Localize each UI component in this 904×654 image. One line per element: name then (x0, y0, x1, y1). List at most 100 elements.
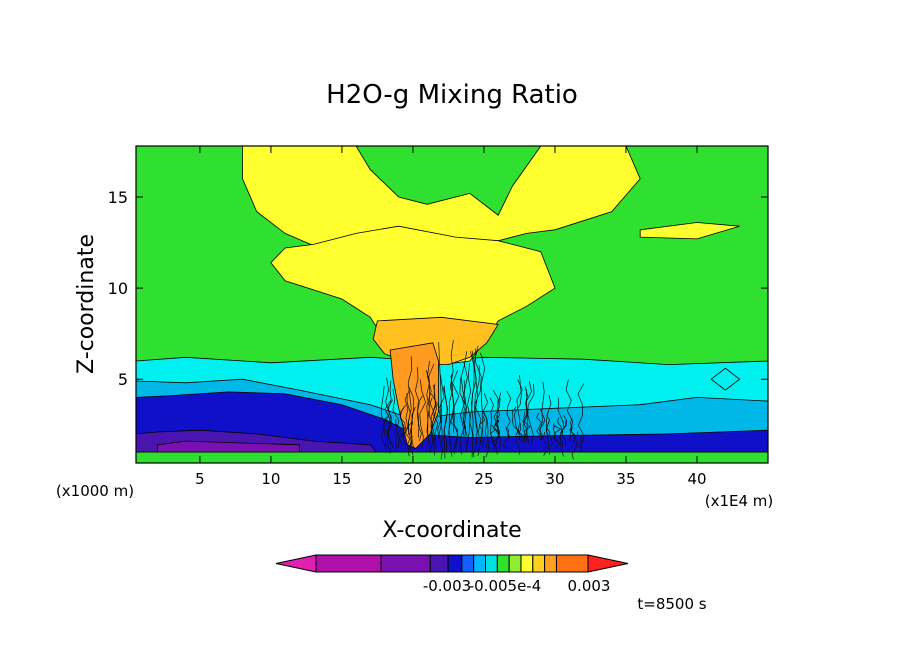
colorbar-label-mid: -0.005e-4 (469, 577, 542, 595)
colorbar-swatch-6 (485, 554, 498, 573)
colorbar-swatch-8 (508, 554, 522, 573)
contour-line-64 (459, 351, 468, 436)
contour-line-42 (473, 345, 479, 446)
plot-frame (135, 145, 769, 464)
contour-line-19 (466, 363, 472, 446)
contour-line-31 (448, 374, 454, 445)
colorbar-arrow-low (275, 554, 317, 573)
contour-line-70 (452, 370, 460, 449)
contour-line-73 (565, 379, 573, 442)
x-tick-label-3: 20 (403, 470, 422, 488)
contour-line-68 (406, 393, 412, 451)
contour-line-79 (384, 417, 392, 438)
x-tick-label-7: 40 (687, 470, 706, 488)
contour-line-39 (569, 418, 576, 444)
colorbar-swatch-5 (473, 554, 487, 573)
time-label: t=8500 s (637, 595, 706, 613)
contour-line-35 (442, 386, 448, 453)
contour-line-71 (395, 419, 402, 448)
colorbar-swatch-11 (544, 554, 557, 573)
contour-noise (380, 340, 585, 460)
contour-line-81 (489, 397, 494, 441)
colorbar-swatch-9 (520, 554, 534, 573)
contour-line-21 (469, 351, 477, 436)
contour-line-77 (462, 380, 467, 437)
x-tick-label-0: 5 (195, 470, 205, 488)
contour-line-40 (392, 388, 400, 453)
contour-line-61 (483, 411, 490, 458)
contour-line-8 (437, 341, 442, 439)
contour-line-62 (562, 415, 567, 445)
colorbar-swatch-12 (555, 554, 589, 573)
contour-line-82 (387, 410, 394, 454)
contour-line-5 (557, 417, 563, 447)
contour-line-87 (505, 390, 512, 437)
chart-title: H2O-g Mixing Ratio (326, 80, 578, 110)
x-unit-left: (x1000 m) (56, 482, 134, 500)
contour-line-50 (428, 363, 436, 440)
contour-line-67 (399, 406, 407, 440)
contour-line-32 (502, 426, 510, 450)
contour-line-23 (459, 376, 466, 455)
contour-line-24 (546, 420, 553, 455)
colorbar-swatch-7 (496, 554, 510, 573)
colorbar-label-min: -0.003 (423, 577, 471, 595)
contour-line-66 (543, 431, 547, 456)
contour-region-6 (136, 451, 768, 463)
plot-area (136, 146, 768, 463)
contour-line-7 (480, 352, 486, 448)
contour-line-80 (438, 374, 445, 443)
contour-line-89 (545, 394, 552, 449)
contour-line-41 (409, 406, 416, 456)
colorbar (275, 554, 629, 573)
y-axis-ticks: 5 10 15 (108, 188, 768, 389)
contour-line-51 (553, 422, 562, 442)
contour-line-44 (536, 412, 542, 441)
contour-line-45 (437, 400, 443, 460)
colorbar-arrow-high (587, 554, 629, 573)
contour-line-17 (443, 385, 449, 459)
contour-line-55 (417, 395, 423, 441)
contour-line-63 (539, 381, 545, 440)
contour-regions (136, 146, 768, 463)
contour-line-29 (525, 381, 532, 444)
contour-line-3 (419, 379, 426, 448)
contour-line-25 (430, 383, 437, 449)
colorbar-swatch-2 (429, 554, 449, 573)
y-tick-label-1: 10 (108, 279, 128, 298)
y-tick-label-0: 5 (118, 370, 128, 389)
contour-line-28 (557, 397, 565, 434)
y-tick-label-2: 15 (108, 188, 128, 207)
y-axis-label: Z-coordinate (74, 234, 99, 374)
contour-line-52 (425, 369, 430, 444)
contour-line-58 (517, 422, 526, 444)
contour-line-36 (380, 386, 386, 447)
colorbar-swatch-4 (461, 554, 475, 573)
contour-line-88 (527, 384, 535, 446)
x-tick-label-6: 35 (616, 470, 635, 488)
contour-line-74 (496, 392, 502, 451)
contour-line-72 (482, 393, 489, 449)
x-axis-ticks: 5 10 15 20 25 30 35 40 (195, 146, 707, 488)
contour-line-65 (576, 431, 584, 453)
x-tick-label-2: 15 (332, 470, 351, 488)
contour-line-78 (474, 348, 482, 434)
contour-line-11 (474, 365, 481, 456)
contour-line-85 (450, 405, 458, 455)
contour-line-53 (492, 390, 501, 441)
contour-line-56 (571, 426, 578, 460)
colorbar-swatch-1 (380, 554, 431, 573)
x-tick-label-4: 25 (474, 470, 493, 488)
contour-line-84 (516, 379, 523, 440)
contour-region-12 (710, 367, 741, 391)
colorbar-swatch-10 (532, 554, 546, 573)
contour-line-43 (432, 384, 439, 443)
x-tick-label-5: 30 (545, 470, 564, 488)
contour-region-9 (639, 222, 740, 240)
colorbar-swatch-0 (315, 554, 382, 573)
x-tick-label-1: 10 (261, 470, 280, 488)
contour-line-83 (577, 383, 585, 447)
contour-line-86 (430, 393, 438, 456)
contour-line-26 (559, 419, 567, 457)
